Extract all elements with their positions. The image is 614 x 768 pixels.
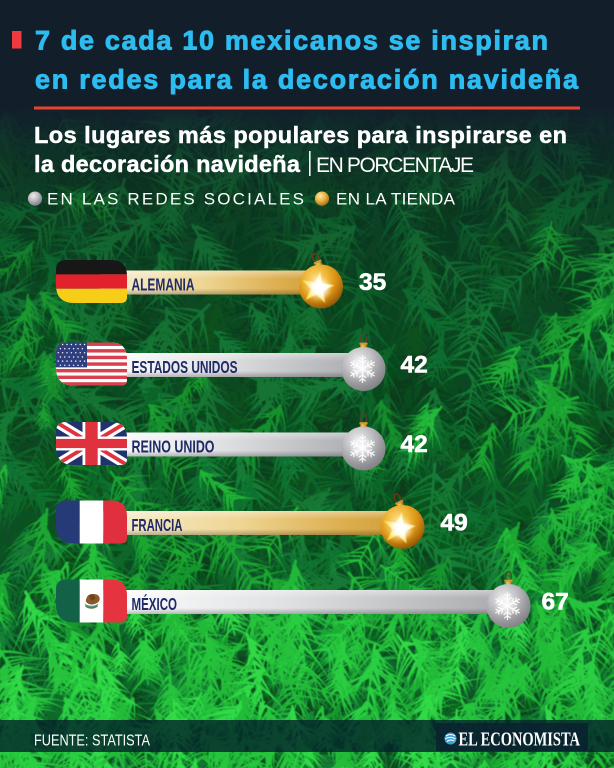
svg-text:Los lugares más populares para: Los lugares más populares para inspirars… bbox=[34, 122, 567, 148]
svg-text:EL ECONOMISTA: EL ECONOMISTA bbox=[459, 729, 581, 751]
svg-text:MÉXICO: MÉXICO bbox=[132, 593, 178, 614]
svg-text:en redes para la decoración na: en redes para la decoración navideña bbox=[35, 65, 579, 95]
svg-text:FRANCIA: FRANCIA bbox=[132, 515, 183, 535]
svg-text:49: 49 bbox=[441, 510, 468, 537]
svg-text:FUENTE: STATISTA: FUENTE: STATISTA bbox=[34, 733, 150, 750]
svg-text:EN PORCENTAJE: EN PORCENTAJE bbox=[316, 154, 474, 177]
svg-text:67: 67 bbox=[542, 589, 569, 616]
svg-text:EN LA TIENDA: EN LA TIENDA bbox=[336, 190, 456, 209]
svg-text:REINO UNIDO: REINO UNIDO bbox=[132, 437, 215, 457]
svg-text:42: 42 bbox=[401, 352, 428, 379]
svg-text:ESTADOS UNIDOS: ESTADOS UNIDOS bbox=[132, 357, 238, 377]
svg-text:ALEMANIA: ALEMANIA bbox=[132, 275, 195, 295]
svg-text:la decoración navideña: la decoración navideña bbox=[34, 151, 301, 177]
svg-text:42: 42 bbox=[401, 431, 428, 458]
svg-text:EN LAS REDES SOCIALES: EN LAS REDES SOCIALES bbox=[47, 190, 304, 209]
svg-text:35: 35 bbox=[359, 269, 386, 296]
